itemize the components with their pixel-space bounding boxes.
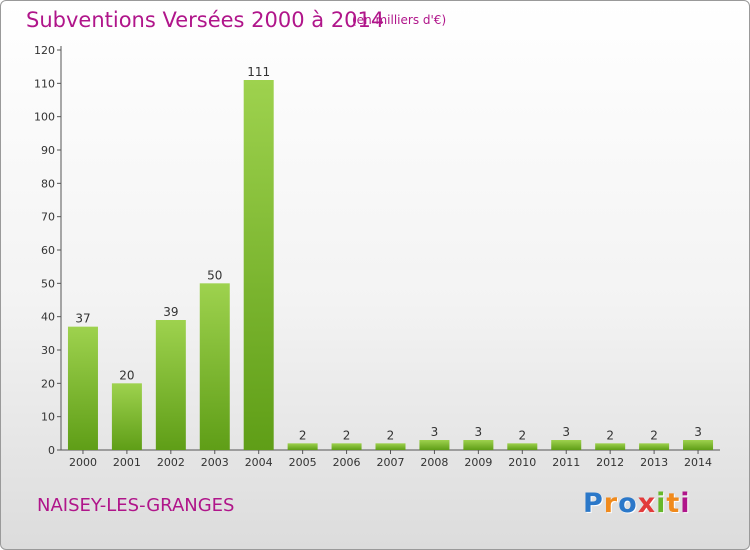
- chart-title: Subventions Versées 2000 à 2014: [26, 8, 385, 32]
- y-tick-label: 50: [41, 277, 55, 290]
- x-tick-label: 2000: [69, 456, 97, 469]
- bar: [683, 440, 714, 450]
- x-tick-label: 2013: [640, 456, 668, 469]
- x-tick-label: 2014: [684, 456, 712, 469]
- bar: [639, 443, 670, 450]
- bar-value-label: 111: [247, 65, 270, 79]
- y-tick-label: 40: [41, 311, 55, 324]
- bar: [155, 320, 186, 450]
- y-tick-label: 70: [41, 211, 55, 224]
- bar: [331, 443, 362, 450]
- bar: [551, 440, 582, 450]
- y-tick-label: 10: [41, 411, 55, 424]
- logo-letter: P: [583, 488, 604, 519]
- logo-letter: o: [618, 488, 638, 519]
- y-tick-label: 80: [41, 177, 55, 190]
- bar-value-label: 2: [343, 428, 351, 442]
- x-tick-label: 2010: [508, 456, 536, 469]
- logo-letter: x: [637, 488, 657, 519]
- x-tick-label: 2008: [420, 456, 448, 469]
- x-tick-label: 2001: [113, 456, 141, 469]
- bar-value-label: 2: [650, 428, 658, 442]
- y-tick-label: 0: [48, 444, 55, 457]
- x-tick-label: 2009: [464, 456, 492, 469]
- bar-value-label: 39: [163, 305, 178, 319]
- bar: [419, 440, 450, 450]
- bar: [67, 326, 98, 450]
- bar-value-label: 20: [119, 368, 134, 382]
- x-tick-label: 2011: [552, 456, 580, 469]
- bar: [507, 443, 538, 450]
- logo-letter: i: [680, 488, 691, 519]
- bar: [199, 283, 230, 450]
- x-tick-label: 2006: [333, 456, 361, 469]
- bar: [287, 443, 318, 450]
- bar-value-label: 3: [694, 425, 702, 439]
- logo-letter: i: [656, 488, 667, 519]
- unit-label: (en milliers d'€): [352, 13, 447, 27]
- y-tick-label: 60: [41, 244, 55, 257]
- proxiti-logo: Proxiti: [583, 488, 691, 519]
- bar: [111, 383, 142, 450]
- x-tick-label: 2012: [596, 456, 624, 469]
- y-tick-label: 30: [41, 344, 55, 357]
- x-tick-label: 2002: [157, 456, 185, 469]
- x-tick-label: 2005: [289, 456, 317, 469]
- bar-value-label: 2: [387, 428, 395, 442]
- y-tick-label: 110: [34, 77, 55, 90]
- bar-value-label: 50: [207, 268, 222, 282]
- bar-value-label: 3: [475, 425, 483, 439]
- y-tick-label: 120: [34, 44, 55, 57]
- bar-value-label: 37: [75, 312, 90, 326]
- y-tick-label: 90: [41, 144, 55, 157]
- bar: [375, 443, 406, 450]
- bar: [243, 80, 274, 450]
- bar-value-label: 3: [431, 425, 439, 439]
- logo-letter: r: [603, 488, 619, 519]
- x-tick-label: 2007: [377, 456, 405, 469]
- bar-value-label: 2: [518, 428, 526, 442]
- y-tick-label: 100: [34, 111, 55, 124]
- x-tick-label: 2003: [201, 456, 229, 469]
- commune-name: NAISEY-LES-GRANGES: [37, 495, 235, 516]
- bar: [595, 443, 626, 450]
- y-tick-label: 20: [41, 377, 55, 390]
- bar-value-label: 2: [606, 428, 614, 442]
- bar: [463, 440, 494, 450]
- bar-value-label: 2: [299, 428, 307, 442]
- x-tick-label: 2004: [245, 456, 273, 469]
- logo-letter: t: [666, 488, 681, 519]
- bar-value-label: 3: [562, 425, 570, 439]
